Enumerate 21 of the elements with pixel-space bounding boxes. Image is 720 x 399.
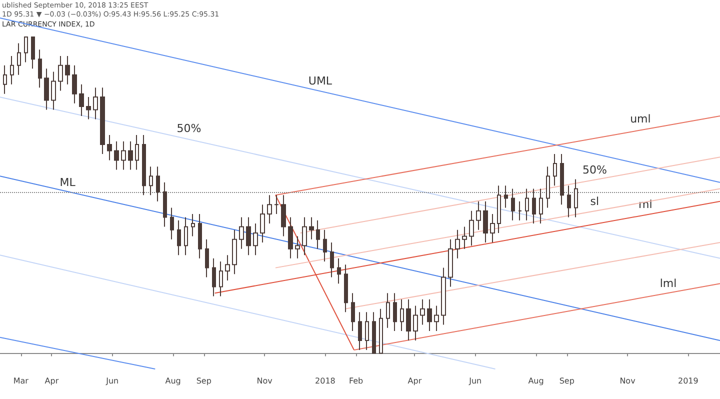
annotation: UML [308, 74, 333, 88]
annotation: 50% [176, 122, 202, 136]
x-tick-label: Sep [559, 376, 574, 386]
annotation: uml [630, 112, 651, 126]
x-tick-label: Jun [468, 376, 482, 386]
annotation: 50% [582, 163, 607, 176]
annotation: ML [60, 176, 76, 189]
annotation: sl [590, 194, 600, 208]
x-tick-label: Apr [408, 376, 422, 386]
x-tick-label: Feb [348, 376, 364, 386]
x-tick-label: Aug [528, 376, 544, 386]
x-tick-label: Nov [256, 376, 273, 386]
x-tick-label: 2018 [315, 376, 336, 386]
x-tick-label: Sep [196, 376, 212, 386]
x-tick-label: Aug [165, 376, 181, 386]
x-tick-label: Apr [44, 376, 60, 386]
annotation: lml [660, 277, 677, 290]
x-tick-label: 2019 [678, 376, 698, 386]
x-tick-label: Jun [105, 376, 119, 386]
x-tick-label: Nov [620, 376, 636, 386]
x-tick-label: Mar [13, 376, 30, 386]
